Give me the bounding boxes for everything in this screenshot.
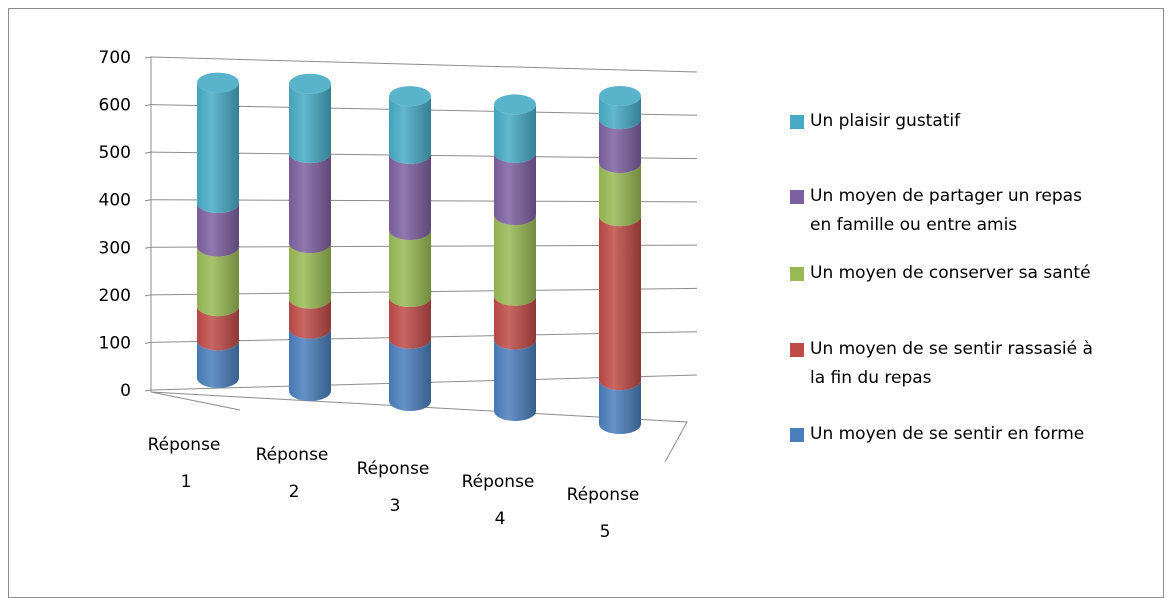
- y-tick-mark: [144, 389, 152, 392]
- x-category-label-3-line-2: 3: [390, 496, 401, 516]
- bar-segment: [289, 328, 331, 401]
- y-tick-mark: [144, 294, 152, 297]
- x-category-label-1-line-2: 1: [181, 472, 192, 492]
- bar-segment: [494, 152, 536, 226]
- y-tick-label: 0: [120, 381, 131, 401]
- bar-segment: [599, 95, 641, 130]
- bar-segment: [494, 215, 536, 306]
- x-category-label-4-line-1: Réponse: [462, 472, 535, 492]
- y-tick-mark: [144, 199, 152, 202]
- x-category-label-2-line-2: 2: [289, 482, 300, 502]
- bar-top-cap: [289, 73, 331, 94]
- x-category-label-2-line-1: Réponse: [256, 445, 329, 465]
- legend-label-line: Un plaisir gustatif: [810, 111, 961, 131]
- bar-segment: [389, 153, 431, 241]
- y-tick-label: 700: [99, 48, 131, 68]
- bar-segment: [599, 119, 641, 173]
- legend-label: Un moyen de se sentir rassasié à la fin d…: [810, 336, 1155, 392]
- legend-swatch: [790, 428, 804, 442]
- floor-front-edge: [150, 391, 241, 411]
- bar-top-cap: [197, 72, 239, 93]
- legend-swatch: [790, 115, 804, 129]
- y-axis-ticks: 0 100 200 300 400 500 600 700: [99, 48, 152, 401]
- y-tick-label: 400: [99, 191, 131, 211]
- bar-segment: [197, 82, 239, 214]
- bar-segment: [197, 203, 239, 257]
- bar-segment: [599, 162, 641, 227]
- legend-swatch: [790, 267, 804, 281]
- legend-label-line: Un moyen de se sentir rassasié à: [810, 339, 1093, 359]
- x-category-label-5-line-1: Réponse: [567, 485, 640, 505]
- cylinder-bar-5: [599, 85, 641, 434]
- chart-walls: [150, 57, 688, 463]
- y-tick-label: 500: [99, 143, 131, 163]
- bar-segment: [494, 295, 536, 350]
- bar-segment: [289, 243, 331, 309]
- bar-top-cap: [494, 94, 536, 115]
- legend-label: Un moyen de partager un repas en famille …: [810, 183, 1155, 239]
- y-tick-mark: [144, 246, 152, 249]
- legend-swatch: [790, 190, 804, 204]
- bar-top-cap: [389, 86, 431, 107]
- y-tick-mark: [144, 151, 152, 154]
- cylinder-bar-1: [197, 72, 239, 388]
- legend-label: Un moyen de conserver sa santé: [810, 260, 1155, 287]
- bar-segment: [197, 306, 239, 351]
- bar-segment: [494, 339, 536, 421]
- y-tick-label: 300: [99, 238, 131, 258]
- legend-swatch: [790, 343, 804, 357]
- legend-label-line: la fin du repas: [810, 368, 932, 388]
- bar-segment: [389, 230, 431, 308]
- gridline: [150, 56, 698, 73]
- y-tick-label: 200: [99, 286, 131, 306]
- legend-label: Un plaisir gustatif: [810, 108, 1155, 135]
- bar-segment: [389, 338, 431, 411]
- legend-label-line: en famille ou entre amis: [810, 215, 1018, 235]
- y-tick-mark: [144, 104, 152, 107]
- bar-segment: [197, 340, 239, 388]
- cylinder-bar-2: [289, 73, 331, 401]
- y-tick-label: 600: [99, 96, 131, 116]
- bar-segment: [389, 96, 431, 164]
- x-axis-labels: Réponse 1 Réponse 2 Réponse 3 Réponse 4 Réponse 5: [148, 435, 640, 542]
- bar-top-cap: [599, 85, 641, 106]
- x-category-label-4-line-2: 4: [495, 509, 506, 529]
- floor-edge: [150, 391, 688, 463]
- bar-segment: [494, 104, 536, 163]
- bar-segment: [599, 380, 641, 434]
- legend-label-line: Un moyen de conserver sa santé: [810, 263, 1091, 283]
- x-category-label-5-line-2: 5: [600, 522, 611, 542]
- bar-segment: [289, 153, 331, 254]
- y-tick-label: 100: [99, 333, 131, 353]
- bar-segment: [289, 83, 331, 164]
- y-tick-mark: [144, 341, 152, 344]
- x-category-label-3-line-1: Réponse: [357, 459, 430, 479]
- cylinder-bar-4: [494, 94, 536, 421]
- bar-segment: [599, 216, 641, 391]
- bar-segment: [289, 298, 331, 339]
- bar-segment: [197, 246, 239, 317]
- x-category-label-1-line-1: Réponse: [148, 435, 221, 455]
- legend-label: Un moyen de se sentir en forme: [810, 421, 1155, 448]
- bars-layer: [197, 72, 641, 434]
- bar-segment: [389, 297, 431, 349]
- legend-label-line: Un moyen de se sentir en forme: [810, 424, 1085, 444]
- cylinder-bar-3: [389, 86, 431, 411]
- y-tick-mark: [144, 56, 152, 59]
- legend-label-line: Un moyen de partager un repas: [810, 186, 1082, 206]
